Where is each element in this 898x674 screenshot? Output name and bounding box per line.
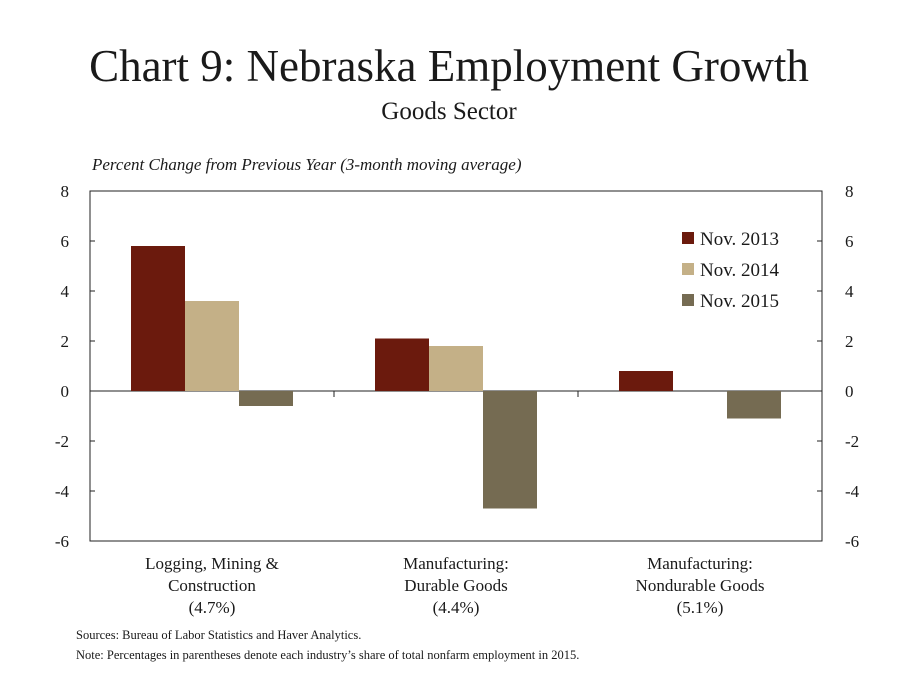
bar [185,301,239,391]
category-label: Nondurable Goods [636,576,765,595]
chart-title: Chart 9: Nebraska Employment Growth [89,41,809,91]
y-tick-label: 4 [61,282,70,301]
y-tick-label: 0 [61,382,70,401]
category-label: Manufacturing: [647,554,753,573]
y-tick-label: -2 [55,432,69,451]
y2-tick-label: 8 [845,182,854,201]
y-tick-label: -6 [55,532,69,551]
y2-tick-label: 2 [845,332,854,351]
legend-swatch [682,294,694,306]
y2-tick-label: -4 [845,482,860,501]
y2-tick-label: 4 [845,282,854,301]
y2-tick-label: 0 [845,382,854,401]
category-label: (5.1%) [677,598,724,617]
bar [239,391,293,406]
y2-tick-label: 6 [845,232,854,251]
bar [375,338,429,391]
bar [483,391,537,509]
category-label: (4.4%) [433,598,480,617]
category-label: Construction [168,576,256,595]
category-label: Manufacturing: [403,554,509,573]
y-tick-label: 8 [61,182,70,201]
category-label: (4.7%) [189,598,236,617]
category-label: Logging, Mining & [145,554,279,573]
legend-label: Nov. 2015 [700,291,779,312]
y-tick-label: -4 [55,482,70,501]
y2-tick-label: -6 [845,532,859,551]
y-tick-label: 6 [61,232,70,251]
bar [619,371,673,391]
chart-subtitle: Goods Sector [381,98,517,125]
notes: Sources: Bureau of Labor Statistics and … [76,625,579,665]
sources-note: Sources: Bureau of Labor Statistics and … [76,628,362,642]
category-label: Durable Goods [404,576,507,595]
legend-swatch [682,232,694,244]
plot-frame [89,190,823,542]
y2-tick-label: -2 [845,432,859,451]
legend-swatch [682,263,694,275]
unit-label: Percent Change from Previous Year (3-mon… [92,155,522,174]
footnote: Note: Percentages in parentheses denote … [76,648,580,662]
legend-label: Nov. 2014 [700,260,779,281]
legend-label: Nov. 2013 [700,229,779,250]
y-tick-label: 2 [61,332,70,351]
bar [727,391,781,419]
bar [131,246,185,391]
bar [429,346,483,391]
